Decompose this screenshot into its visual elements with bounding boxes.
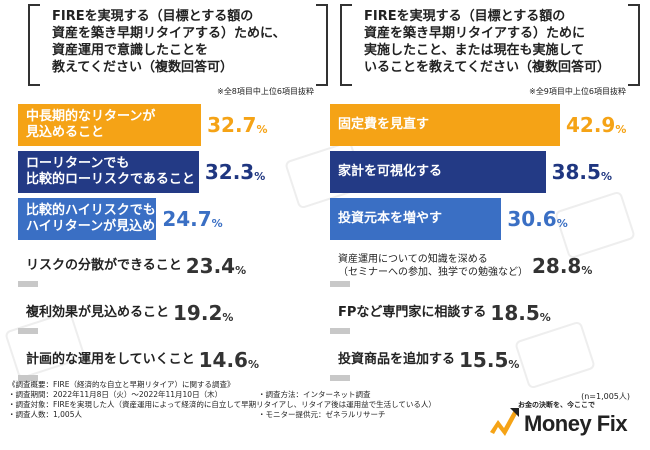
logo-tagline: お金の決断を、今ここで [518, 401, 595, 409]
right-bar-row: FPなど専門家に相談する 18.5% [330, 292, 630, 334]
left-value-number: 32.7 [207, 113, 257, 137]
right-value-percent: % [581, 263, 593, 277]
right-value-percent: % [508, 357, 520, 371]
left-question-panel: FIREを実現する（目標とする額の 資産を築き早期リタイアする）ために、 資産運… [18, 0, 328, 100]
right-bar-chart: 固定費を見直す 42.9% 家計を可視化する 38.5% 投資元本を増やす 30.6% 資産… [330, 104, 630, 386]
left-bar-label: リスクの分散ができること [26, 258, 182, 273]
right-bar-row: 資産運用についての知識を深める （セミナーへの参加、独学での勉強など） 28.8% [330, 245, 630, 287]
left-bar-value: 32.3% [205, 151, 265, 193]
right-question-panel: FIREを実現する（目標とする額の 資産を築き早期リタイアする）ために 実施した… [330, 0, 640, 100]
right-bar-value: 42.9% [566, 104, 626, 146]
left-bar-row: 複利効果が見込めること 19.2% [18, 292, 318, 334]
left-bar-row: 中長期的なリターンが 見込めること 32.7% [18, 104, 318, 146]
left-bar-label: 中長期的なリターンが 見込めること [26, 109, 156, 140]
left-value-percent: % [256, 122, 268, 136]
right-value-number: 28.8 [532, 254, 582, 278]
left-bar-row: 比較的ハイリスクでも ハイリターンが見込めること 24.7% [18, 198, 318, 240]
left-bar-value: 14.6% [199, 339, 259, 381]
right-question-box: FIREを実現する（目標とする額の 資産を築き早期リタイアする）ために 実施した… [330, 0, 640, 86]
right-bar-row: 固定費を見直す 42.9% [330, 104, 630, 146]
logo-name: Money Fix [524, 411, 628, 436]
left-note: ※全8項目中上位6項目抜粋 [217, 87, 314, 96]
right-bar [330, 104, 560, 146]
left-bar-label: ローリターンでも 比較的ローリスクであること [26, 156, 195, 187]
right-value-number: 30.6 [507, 207, 557, 231]
right-bar-value: 28.8% [532, 245, 592, 287]
right-bar [330, 281, 350, 287]
left-bar-row: 計画的な運用をしていくこと 14.6% [18, 339, 318, 381]
survey-provider: ・モニター提供元：ゼネラルリサーチ [258, 410, 386, 419]
left-bar-label: 計画的な運用をしていくこと [26, 352, 195, 367]
left-bar-label: 複利効果が見込めること [26, 305, 170, 320]
left-bar [18, 328, 38, 334]
right-bar-label: 投資商品を追加する [338, 352, 456, 367]
left-bar [18, 104, 202, 146]
right-question-text: FIREを実現する（目標とする額の 資産を築き早期リタイアする）ために 実施した… [364, 9, 610, 75]
right-note: ※全9項目中上位6項目抜粋 [529, 87, 626, 96]
left-value-number: 19.2 [173, 301, 223, 325]
right-value-percent: % [556, 216, 568, 230]
survey-target: ・調査対象：FIREを実現した人（資産運用によって経済的に自立して早期リタイアし… [8, 400, 436, 409]
left-bar-value: 19.2% [173, 292, 233, 334]
left-value-percent: % [235, 263, 247, 277]
left-bar [18, 281, 38, 287]
right-value-percent: % [615, 122, 627, 136]
left-bar [18, 151, 199, 193]
right-value-number: 18.5 [490, 301, 540, 325]
right-bar [330, 151, 546, 193]
right-bar-value: 18.5% [490, 292, 550, 334]
left-bar [18, 198, 157, 240]
survey-title: 《調査概要：FIRE（経済的な自立と早期リタイア）に関する調査》 [8, 380, 235, 389]
right-bar-value: 38.5% [552, 151, 612, 193]
left-bar-chart: 中長期的なリターンが 見込めること 32.7% ローリターンでも 比較的ローリスクで… [18, 104, 318, 386]
right-bar-label: 投資元本を増やす [338, 211, 443, 226]
left-value-number: 32.3 [204, 160, 255, 184]
left-question-text: FIREを実現する（目標とする額の 資産を築き早期リタイアする）ために、 資産運… [52, 9, 286, 75]
left-bar-row: ローリターンでも 比較的ローリスクであること 32.3% [18, 151, 318, 193]
right-value-percent: % [539, 310, 551, 324]
left-value-number: 14.6 [198, 348, 248, 372]
left-value-percent: % [211, 216, 223, 230]
left-bar-value: 24.7% [162, 198, 222, 240]
right-bar [330, 328, 350, 334]
left-value-number: 23.4 [185, 254, 236, 278]
right-bar [330, 375, 350, 381]
right-bar-label: 固定費を見直す [338, 117, 430, 132]
right-bar-row: 投資商品を追加する 15.5% [330, 339, 630, 381]
left-value-percent: % [254, 169, 266, 183]
right-bar-value: 30.6% [507, 198, 567, 240]
left-bar-value: 23.4% [186, 245, 246, 287]
sample-size: (n=1,005人) [581, 392, 630, 401]
right-value-number: 42.9 [566, 113, 616, 137]
survey-count: ・調査人数：1,005人 [8, 410, 82, 419]
right-bar-value: 15.5% [459, 339, 519, 381]
right-value-number: 15.5 [459, 348, 509, 372]
right-bar-label: 家計を可視化する [338, 164, 443, 179]
left-value-percent: % [247, 357, 260, 371]
left-value-number: 24.7 [162, 207, 212, 231]
survey-overview: 《調査概要：FIRE（経済的な自立と早期リタイア）に関する調査》 ・調査期間：2… [8, 380, 448, 420]
right-value-number: 38.5 [551, 160, 601, 184]
right-bar-label: 資産運用についての知識を深める （セミナーへの参加、独学での勉強など） [338, 254, 528, 278]
logo-mark-icon [490, 408, 519, 436]
left-bar-row: リスクの分散ができること 23.4% [18, 245, 318, 287]
left-value-percent: % [222, 310, 234, 324]
survey-method: ・調査方法：インターネット調査 [258, 390, 371, 399]
money-fix-logo: お金の決断を、今ここで Money Fix [488, 400, 638, 445]
left-bar [18, 375, 38, 381]
right-bar-label: FPなど専門家に相談する [338, 305, 487, 320]
left-question-box: FIREを実現する（目標とする額の 資産を築き早期リタイアする）ために、 資産運… [18, 0, 328, 86]
right-bar-row: 投資元本を増やす 30.6% [330, 198, 630, 240]
right-bar-row: 家計を可視化する 38.5% [330, 151, 630, 193]
left-bar-label: 比較的ハイリスクでも ハイリターンが見込めること [26, 203, 195, 234]
right-value-percent: % [600, 169, 612, 183]
survey-period: ・調査期間：2022年11月8日（火）〜2022年11月10日（木） [8, 390, 223, 399]
right-bar [330, 198, 502, 240]
left-bar-value: 32.7% [207, 104, 267, 146]
